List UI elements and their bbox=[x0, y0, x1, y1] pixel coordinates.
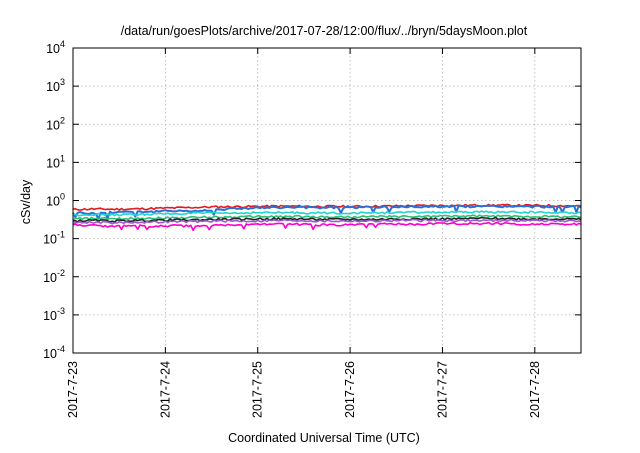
y-tick-label: 10-2 bbox=[43, 268, 65, 285]
grid bbox=[73, 48, 581, 353]
series-line bbox=[72, 204, 582, 220]
x-tick-label: 2017-7-26 bbox=[343, 361, 357, 418]
x-axis-label: Coordinated Universal Time (UTC) bbox=[228, 431, 420, 445]
y-tick-exponent: 4 bbox=[60, 39, 65, 49]
y-tick-base: 10 bbox=[46, 80, 60, 94]
y-tick-exponent: -4 bbox=[57, 344, 65, 354]
x-tick-label: 2017-7-24 bbox=[158, 361, 172, 418]
x-tick-label: 2017-7-25 bbox=[251, 361, 265, 418]
y-tick-base: 10 bbox=[43, 271, 57, 285]
y-tick-label: 104 bbox=[46, 39, 65, 56]
y-tick-base: 10 bbox=[43, 309, 57, 323]
y-tick-base: 10 bbox=[43, 347, 57, 361]
y-tick-exponent: 1 bbox=[60, 153, 65, 163]
x-tick-label: 2017-7-23 bbox=[66, 361, 80, 418]
y-tick-label: 101 bbox=[46, 153, 65, 170]
x-tick-label: 2017-7-27 bbox=[435, 361, 449, 418]
y-tick-base: 10 bbox=[46, 42, 60, 56]
y-tick-base: 10 bbox=[46, 195, 60, 209]
series-line bbox=[72, 214, 582, 221]
y-tick-exponent: -2 bbox=[57, 268, 65, 278]
y-tick-base: 10 bbox=[46, 156, 60, 170]
y-tick-exponent: -1 bbox=[57, 230, 65, 240]
x-tick-label: 2017-7-28 bbox=[528, 361, 542, 418]
y-tick-base: 10 bbox=[46, 118, 60, 132]
y-tick-label: 103 bbox=[46, 77, 65, 94]
y-tick-exponent: -3 bbox=[57, 306, 65, 316]
y-axis-label: cSv/day bbox=[19, 179, 33, 224]
series-line bbox=[72, 218, 582, 225]
series-group bbox=[72, 203, 582, 232]
y-tick-label: 100 bbox=[46, 192, 65, 209]
y-tick-base: 10 bbox=[43, 233, 57, 247]
y-tick-exponent: 0 bbox=[60, 192, 65, 202]
y-tick-label: 10-1 bbox=[43, 230, 65, 247]
x-axis: 2017-7-23 2017-7-24 2017-7-25 2017-7-26 2017… bbox=[66, 48, 542, 418]
y-tick-label: 10-4 bbox=[43, 344, 65, 361]
y-tick-exponent: 2 bbox=[60, 115, 65, 125]
chart-title: /data/run/goesPlots/archive/2017-07-28/1… bbox=[121, 24, 528, 38]
y-tick-label: 10-3 bbox=[43, 306, 65, 323]
series-line bbox=[72, 221, 582, 232]
y-tick-label: 102 bbox=[46, 115, 65, 132]
y-tick-exponent: 3 bbox=[60, 77, 65, 87]
series-line bbox=[72, 210, 582, 217]
